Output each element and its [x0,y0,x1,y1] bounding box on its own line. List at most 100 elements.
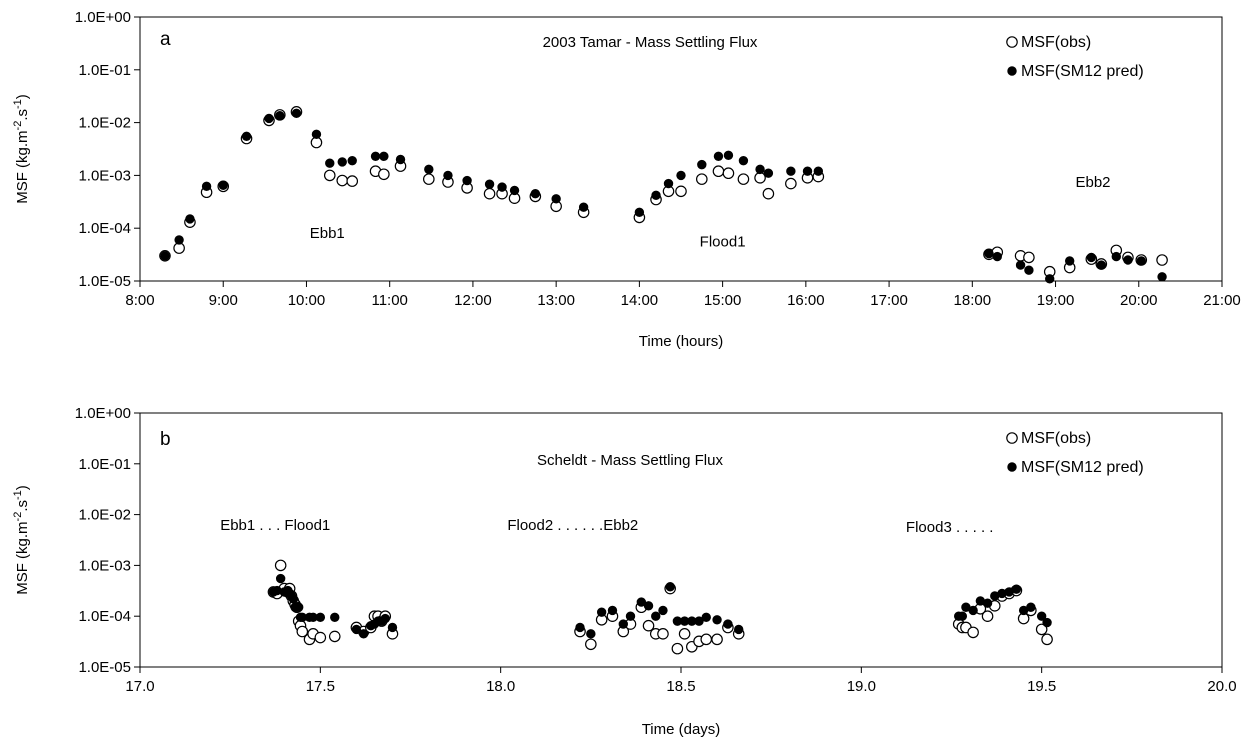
pred-point [380,613,390,624]
annotation-label: Flood1 [700,234,746,251]
y-tick-label: 1.0E+00 [75,405,131,422]
x-tick-label: 8:00 [125,292,154,309]
obs-point [642,619,655,632]
x-tick-label: 14:00 [621,292,659,309]
x-tick-label: 15:00 [704,292,742,309]
pred-point [530,189,541,199]
x-tick-label: 20:00 [1120,292,1158,309]
pred-point [607,605,618,616]
pred-point [755,164,765,175]
x-axis-title: Time (hours) [639,333,723,350]
y-axis-title-exp1: -2 [12,512,24,522]
y-axis-title-end: ) [14,485,31,490]
obs-point [762,187,775,200]
y-axis-title: MSF (kg.m-2.s-1) [12,485,31,595]
pred-point [291,108,302,119]
pred-point [694,616,704,626]
x-axis-title: Time (days) [642,721,721,738]
pred-point [763,168,774,178]
pred-point [663,178,674,189]
legend-entry-obs: MSF(obs) [1021,430,1091,447]
pred-point [1064,256,1075,266]
pred-point [424,164,434,175]
x-tick-label: 20.0 [1207,678,1236,695]
y-tick-label: 1.0E+00 [75,9,131,26]
pred-point [347,155,357,166]
obs-point [981,610,994,622]
obs-point [722,167,735,180]
pred-point [201,181,212,192]
annotation-label: Flood2 . . . . . .Ebb2 [507,517,638,534]
x-tick-label: 11:00 [371,292,407,309]
pred-point [658,605,668,616]
pred-point [802,166,813,176]
obs-point [483,187,496,200]
pred-point [315,612,326,623]
pred-point [509,185,520,196]
x-tick-label: 9:00 [209,292,238,309]
pred-point [618,619,628,629]
obs-point [296,625,309,638]
pred-point [443,170,453,181]
obs-point [696,173,708,185]
pred-point [484,179,495,189]
x-tick-label: 19.0 [847,678,876,695]
obs-point [378,168,390,181]
y-axis-title-exp2: -1 [12,99,24,109]
annotation-label: Ebb1 [310,225,345,242]
pred-point [701,612,711,623]
obs-point [1023,251,1035,264]
pred-point [1086,252,1097,263]
x-tick-label: 17.5 [306,678,335,695]
pred-point [634,207,645,218]
pred-point [325,158,335,168]
obs-point [336,174,349,187]
pred-point [1123,255,1133,265]
y-tick-label: 1.0E-01 [78,456,131,473]
y-tick-label: 1.0E-01 [78,62,131,79]
obs-point [1156,254,1168,266]
y-tick-label: 1.0E-04 [78,608,131,625]
x-tick-label: 19.5 [1027,678,1056,695]
y-axis-title-exp2: -1 [12,490,24,500]
pred-point [1024,265,1034,275]
obs-point [314,631,327,644]
pred-point [1096,260,1107,270]
pred-point [723,619,733,629]
pred-point [288,594,298,604]
series-obs [159,106,1168,278]
x-tick-label: 18.0 [486,678,515,695]
annotation-label: Ebb2 [1075,174,1110,191]
pred-point [293,602,304,612]
pred-point [984,248,994,259]
pred-point [676,170,686,181]
y-tick-label: 1.0E-05 [78,659,131,676]
pred-point [275,111,285,121]
pred-point [968,605,978,616]
pred-point [379,151,389,162]
y-axis-title-main: MSF (kg.m [14,521,31,594]
pred-point [712,615,722,625]
y-axis-title-main: MSF (kg.m [14,130,31,203]
y-axis-title-mid: .s [14,109,31,121]
pred-point [311,129,322,140]
obs-point [712,165,725,178]
y-tick-label: 1.0E-02 [78,507,131,524]
obs-point [1041,633,1053,646]
pred-point [551,194,561,204]
y-tick-label: 1.0E-03 [78,557,131,574]
pred-point [578,202,589,212]
y-tick-label: 1.0E-04 [78,220,131,237]
pred-point [387,622,398,633]
obs-point [423,173,435,185]
x-tick-label: 12:00 [454,292,492,309]
legend-pred-marker [1007,66,1017,76]
obs-point [700,633,713,646]
panel-label: a [160,29,171,50]
legend-entry-pred: MSF(SM12 pred) [1021,63,1144,80]
pred-point [1015,260,1026,270]
pred-point [218,180,228,190]
annotation-label: Flood3 . . . . . [906,519,994,536]
y-tick-label: 1.0E-03 [78,167,131,184]
x-tick-label: 16:00 [787,292,825,309]
